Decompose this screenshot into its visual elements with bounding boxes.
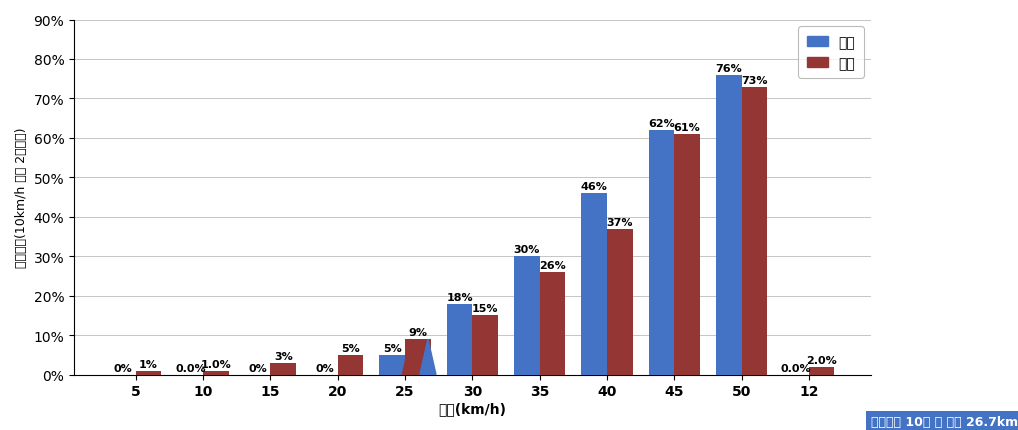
Text: 15%: 15%: [472, 304, 499, 313]
Text: 0.0%: 0.0%: [781, 362, 811, 373]
Text: 26%: 26%: [540, 261, 566, 270]
Text: 0%: 0%: [114, 362, 132, 373]
X-axis label: 속도(km/h): 속도(km/h): [439, 401, 506, 415]
Bar: [447, 304, 472, 375]
Text: 누적분포 10일 때 속도 26.7km/h: 누적분포 10일 때 속도 26.7km/h: [870, 415, 1018, 428]
Text: 3%: 3%: [274, 351, 292, 361]
Bar: [540, 272, 565, 375]
Bar: [648, 131, 674, 375]
Bar: [135, 371, 162, 375]
Bar: [809, 367, 835, 375]
Bar: [338, 355, 363, 375]
Bar: [674, 135, 699, 375]
Text: 0.0%: 0.0%: [175, 362, 206, 373]
Bar: [380, 355, 405, 375]
Bar: [405, 339, 431, 375]
Text: 61%: 61%: [674, 123, 700, 132]
Bar: [204, 371, 229, 375]
Text: 73%: 73%: [741, 75, 768, 86]
Bar: [607, 229, 632, 375]
Text: 76%: 76%: [716, 64, 742, 74]
Text: 18%: 18%: [446, 292, 473, 302]
Text: 5%: 5%: [341, 343, 360, 353]
Text: 1%: 1%: [139, 359, 158, 369]
Polygon shape: [419, 339, 436, 375]
Bar: [716, 76, 741, 375]
Legend: 평일, 주말: 평일, 주말: [798, 28, 863, 79]
Y-axis label: 누적비율(10km/h 미만 2회이상): 누적비율(10km/h 미만 2회이상): [15, 127, 29, 267]
Text: 0%: 0%: [316, 362, 334, 373]
Bar: [581, 194, 607, 375]
Bar: [271, 363, 296, 375]
Bar: [514, 257, 540, 375]
Text: 9%: 9%: [408, 327, 428, 337]
Text: 46%: 46%: [580, 181, 608, 192]
Polygon shape: [402, 339, 418, 375]
Text: 0%: 0%: [248, 362, 267, 373]
Text: 1.0%: 1.0%: [201, 359, 231, 369]
Bar: [741, 87, 768, 375]
Text: 37%: 37%: [607, 217, 633, 227]
Text: 5%: 5%: [383, 343, 402, 353]
Bar: [472, 316, 498, 375]
Text: 2.0%: 2.0%: [806, 355, 837, 365]
Text: 62%: 62%: [648, 119, 675, 129]
Text: 30%: 30%: [514, 245, 541, 255]
